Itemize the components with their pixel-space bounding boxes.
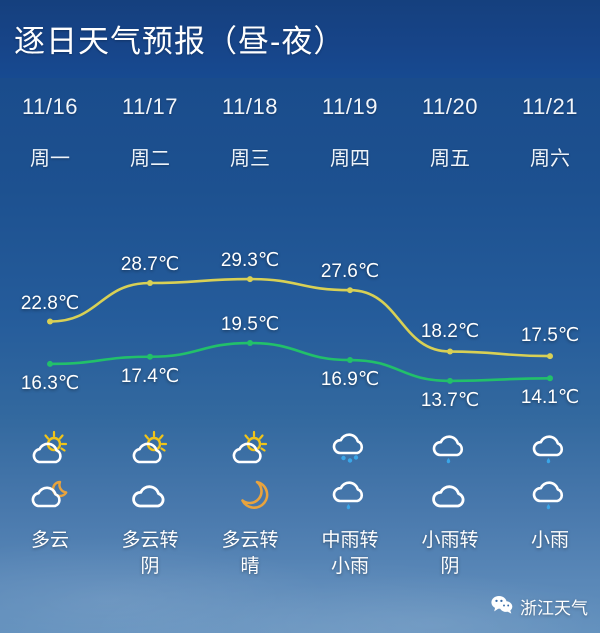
low-temp-label: 16.3℃	[20, 372, 80, 394]
high-temp-label: 28.7℃	[120, 254, 180, 275]
date-column[interactable]: 11/17 周二	[100, 78, 200, 188]
condition-label: 小雨转阴	[421, 530, 479, 577]
weekday-label: 周一	[30, 148, 70, 170]
data-point[interactable]	[347, 287, 353, 294]
weekday-label: 周二	[130, 148, 170, 170]
date-label: 11/17	[122, 94, 178, 119]
cloud-icon	[127, 474, 173, 516]
wechat-icon	[491, 595, 513, 619]
sun-cloud-icon	[27, 428, 73, 470]
date-label: 11/21	[522, 94, 578, 119]
data-point[interactable]	[447, 348, 453, 355]
temperature-chart: 22.8℃ 28.7℃ 29.3℃ 27.6℃ 18.2℃ 17.5℃ 16.3℃ 17.4℃…	[0, 230, 600, 420]
date-strip: 11/16 周一 11/17 周二 11/18 周三 11/19 周四 11/20 周五 11/21…	[0, 78, 600, 188]
light-rain-icon	[527, 428, 573, 470]
date-label: 11/20	[422, 94, 478, 119]
page-title: 逐日天气预报（昼-夜）	[14, 24, 346, 59]
watermark: 浙江天气	[491, 594, 588, 619]
data-point[interactable]	[547, 375, 553, 382]
light-rain-icon	[327, 474, 373, 516]
data-point[interactable]	[47, 360, 53, 367]
sun-cloud-icon	[127, 428, 173, 470]
date-column[interactable]: 11/18 周三	[200, 78, 300, 188]
sun-cloud-icon	[227, 428, 273, 470]
forecast-card[interactable]: 多云转阴	[100, 428, 200, 603]
forecast-card[interactable]: 中雨转小雨	[300, 428, 400, 603]
forecast-card[interactable]: 多云转晴	[200, 428, 300, 603]
date-column[interactable]: 11/16 周一	[0, 78, 100, 188]
data-point[interactable]	[547, 353, 553, 360]
data-point[interactable]	[147, 280, 153, 287]
low-temp-label: 17.4℃	[120, 365, 180, 387]
moon-icon	[229, 474, 271, 516]
high-temp-label: 17.5℃	[520, 325, 580, 347]
forecast-card[interactable]: 多云	[0, 428, 100, 603]
high-temp-label: 18.2℃	[420, 320, 480, 342]
data-point[interactable]	[147, 353, 153, 360]
condition-label: 多云	[30, 530, 69, 551]
date-column[interactable]: 11/19 周四	[300, 78, 400, 188]
low-temp-label: 13.7℃	[420, 389, 480, 411]
high-temp-label: 22.8℃	[20, 292, 80, 314]
data-point[interactable]	[447, 377, 453, 384]
weekday-label: 周三	[230, 148, 270, 170]
data-point[interactable]	[247, 276, 253, 283]
weekday-label: 周六	[530, 148, 570, 170]
data-point[interactable]	[47, 318, 53, 325]
series-line	[48, 277, 552, 358]
date-label: 11/16	[22, 94, 78, 119]
low-temp-label: 16.9℃	[320, 369, 380, 391]
data-point[interactable]	[347, 357, 353, 364]
high-temp-label: 27.6℃	[320, 261, 380, 283]
forecast-card[interactable]: 小雨转阴	[400, 428, 500, 603]
watermark-text: 浙江天气	[520, 599, 588, 618]
cloud-icon	[427, 474, 473, 516]
condition-label: 小雨	[530, 530, 569, 551]
date-column[interactable]: 11/21 周六	[500, 78, 600, 188]
forecast-card[interactable]: 小雨	[500, 428, 600, 603]
date-column[interactable]: 11/20 周五	[400, 78, 500, 188]
light-rain-icon	[427, 428, 473, 470]
weekday-label: 周五	[430, 148, 470, 170]
condition-label: 多云转晴	[221, 530, 279, 577]
weekday-label: 周四	[330, 148, 370, 170]
date-label: 11/18	[222, 94, 278, 119]
forecast-cards: 多云 多云转阴 多云转晴 中雨转小雨 小雨转阴 小雨	[0, 428, 600, 603]
series-line	[48, 341, 552, 383]
date-label: 11/19	[322, 94, 378, 119]
low-temp-label: 14.1℃	[520, 387, 580, 409]
condition-label: 中雨转小雨	[321, 530, 379, 577]
temperature-chart-svg	[47, 276, 553, 384]
light-rain-icon	[527, 474, 573, 516]
header-bar: 逐日天气预报（昼-夜）	[0, 0, 600, 78]
data-point[interactable]	[247, 340, 253, 347]
high-temp-label: 29.3℃	[220, 250, 280, 272]
moon-cloud-icon	[27, 474, 73, 516]
condition-label: 多云转阴	[121, 530, 179, 577]
moderate-rain-icon	[327, 428, 373, 470]
low-temp-label: 19.5℃	[220, 314, 280, 336]
